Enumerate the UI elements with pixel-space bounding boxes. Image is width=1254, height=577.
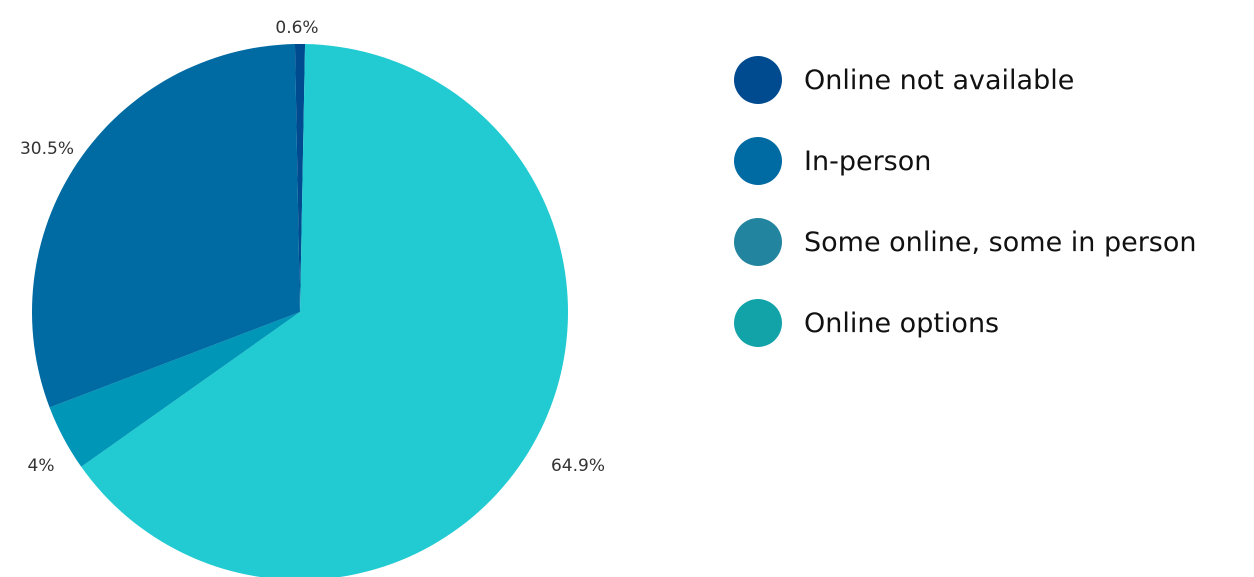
legend-item-in-person: In-person: [734, 137, 1197, 185]
pie-slice-label: 0.6%: [275, 18, 318, 38]
legend-swatch-online-options: [734, 299, 782, 347]
legend-label-some-online-some-in-person: Some online, some in person: [804, 226, 1197, 258]
pie-slice-label: 4%: [28, 456, 55, 476]
pie-slice-online-not-available: [294, 44, 306, 313]
pie-chart: 0.6% 64.9% 4% 30.5%: [20, 18, 605, 577]
legend-swatch-some-online-some-in-person: [734, 218, 782, 266]
legend-swatch-in-person: [734, 137, 782, 185]
legend-item-online-not-available: Online not available: [734, 56, 1197, 104]
pie-slice-online-options: [81, 44, 568, 577]
pie-slice-in-person: [32, 44, 300, 408]
legend-swatch-online-not-available: [734, 56, 782, 104]
legend-label-in-person: In-person: [804, 145, 932, 177]
pie-slice-label: 30.5%: [20, 139, 74, 159]
pie-slice-some-online-some-in-person: [49, 312, 300, 467]
pie-slice-label: 64.9%: [551, 456, 605, 476]
legend-label-online-not-available: Online not available: [804, 64, 1075, 96]
legend-item-some-online-some-in-person: Some online, some in person: [734, 218, 1197, 266]
pie-slices: [32, 44, 568, 577]
legend-item-online-options: Online options: [734, 299, 1197, 347]
legend-label-online-options: Online options: [804, 307, 1000, 339]
legend: Online not available In-person Some onli…: [734, 56, 1197, 380]
pie-slice-labels: 0.6% 64.9% 4% 30.5%: [20, 18, 605, 476]
